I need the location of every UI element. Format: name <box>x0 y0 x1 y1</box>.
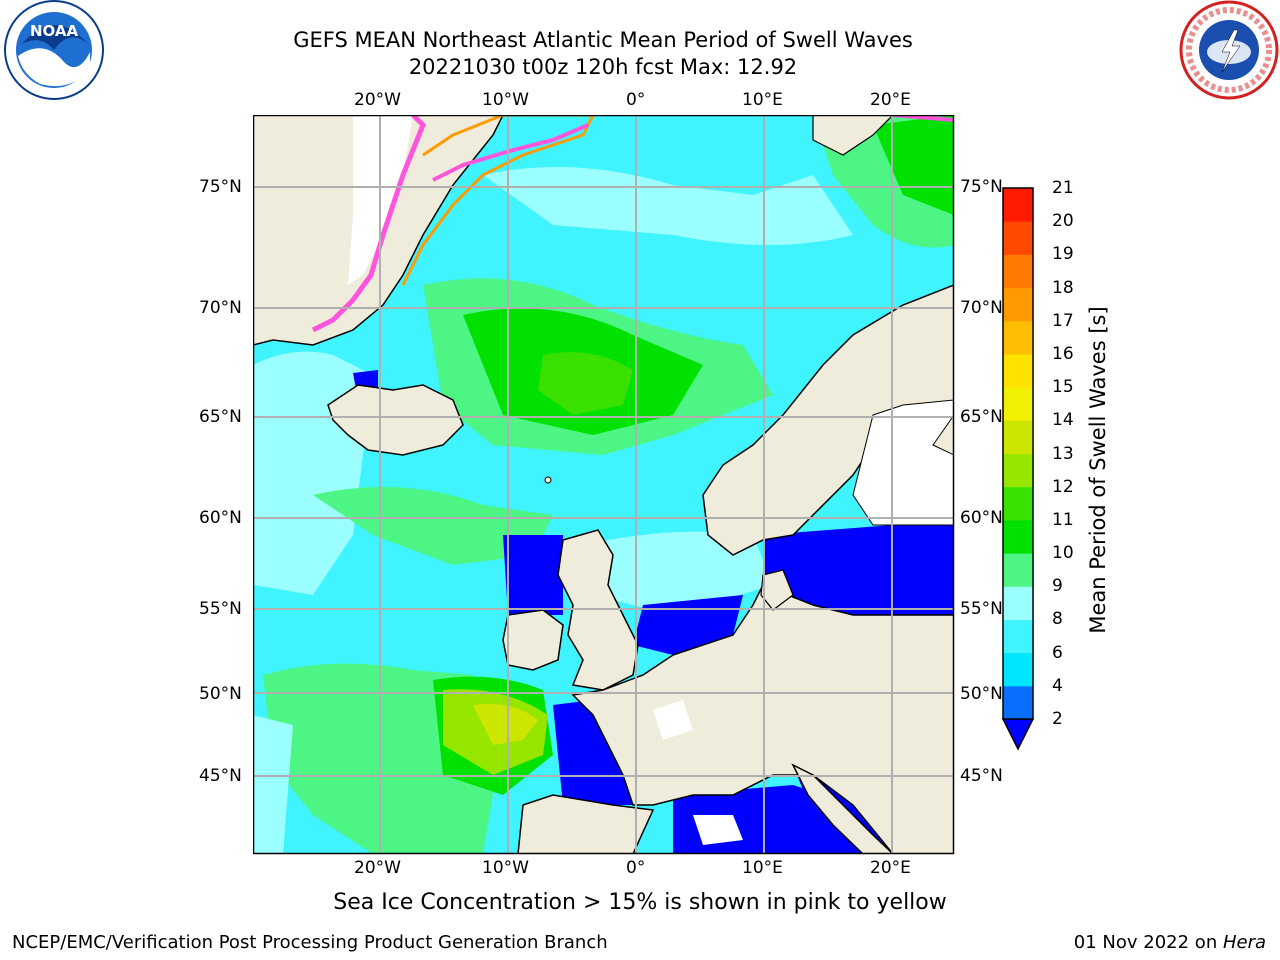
colorbar-tick-label: 20 <box>1052 211 1074 232</box>
lat-tick-left: 75°N <box>199 177 242 197</box>
lat-tick-right: 50°N <box>960 684 1003 704</box>
colorbar-tick-label: 18 <box>1052 277 1074 298</box>
field-13-14-biscay <box>473 704 538 745</box>
colorbar-label: Mean Period of Swell Waves [s] <box>1086 306 1110 634</box>
field-8-9-north-sea <box>583 531 773 615</box>
colorbar-tick-label: 12 <box>1052 476 1074 497</box>
ireland-landmass <box>502 609 564 671</box>
colorbar-segment <box>1003 486 1033 521</box>
colorbar-tick-label: 8 <box>1052 609 1063 630</box>
chart-subtitle: 20221030 t00z 120h fcst Max: 12.92 <box>408 55 798 79</box>
iceland-landmass <box>327 384 464 456</box>
colorbar-tick-label: 15 <box>1052 377 1074 398</box>
colorbar-segment <box>1003 287 1033 322</box>
faroe-islands <box>544 476 552 484</box>
gulf-of-bothnia-ice-free-mask <box>852 399 954 526</box>
lat-tick-right: 60°N <box>960 508 1003 528</box>
lon-tick-bottom: 20°W <box>354 858 401 878</box>
colorbar-segment <box>1003 652 1033 687</box>
colorbar-segment <box>1003 221 1033 255</box>
lon-tick-bottom: 10°E <box>742 858 783 878</box>
colorbar-segment <box>1003 320 1033 355</box>
colorbar-tick-label: 6 <box>1052 642 1063 663</box>
lon-tick-bottom: 10°W <box>482 858 529 878</box>
nws-logo <box>1179 0 1279 100</box>
map-gridlines <box>253 115 954 854</box>
lat-tick-left: 55°N <box>199 599 242 619</box>
field-2-4-irish-sea <box>503 535 563 615</box>
colorbar-segments <box>1001 188 1035 751</box>
finland-landmass <box>932 414 954 456</box>
colorbar-tick-label: 19 <box>1052 244 1074 265</box>
lat-tick-right: 65°N <box>960 407 1003 427</box>
lat-tick-left: 70°N <box>199 298 242 318</box>
colorbar-segment <box>1003 619 1033 654</box>
colorbar-tick-label: 4 <box>1052 675 1063 696</box>
sea-ice-edge-east-greenland <box>311 115 426 333</box>
france-inland-mask <box>653 700 693 740</box>
lon-tick-top: 10°W <box>482 90 529 110</box>
field-10-11-barents <box>873 115 954 215</box>
field-2-4-baltic <box>763 525 954 625</box>
lon-tick-top: 20°W <box>354 90 401 110</box>
colorbar-segment <box>1003 586 1033 620</box>
colorbar-extend-triangle <box>1001 718 1035 751</box>
lat-tick-left: 60°N <box>199 508 242 528</box>
lon-tick-top: 0° <box>626 90 646 110</box>
colorbar-tick-label: 13 <box>1052 443 1074 464</box>
map-frame <box>253 115 955 855</box>
colorbar-segment <box>1003 420 1033 454</box>
lat-tick-right: 55°N <box>960 599 1003 619</box>
denmark-landmass <box>760 569 794 611</box>
swell-period-map <box>253 115 955 855</box>
colorbar-segment <box>1003 519 1033 554</box>
lon-tick-bottom: 0° <box>626 858 646 878</box>
footer-branch: NCEP/EMC/Verification Post Processing Pr… <box>12 932 608 953</box>
noaa-logo: NOAA <box>4 0 104 100</box>
lat-tick-left: 65°N <box>199 407 242 427</box>
med-mask-patch <box>693 815 743 845</box>
sea-ice-caption: Sea Ice Concentration > 15% is shown in … <box>333 890 947 915</box>
field-9-10-south-iceland <box>313 487 553 565</box>
svalbard-landmass <box>812 115 894 156</box>
colorbar-segment <box>1003 188 1033 222</box>
sea-ice-edge-fram <box>401 115 595 286</box>
colorbar-frame <box>1002 187 1034 720</box>
lon-tick-top: 20°E <box>870 90 911 110</box>
colorbar-segment <box>1003 353 1033 388</box>
iberia-landmass <box>517 794 655 854</box>
noaa-logo-text: NOAA <box>30 22 79 40</box>
colorbar-segment <box>1003 553 1033 587</box>
sea-ice-edge-greenland-sea <box>432 123 589 182</box>
lat-tick-right: 45°N <box>960 766 1003 786</box>
footer-date-text: 01 Nov 2022 on <box>1073 932 1223 953</box>
italy-landmass <box>791 763 895 854</box>
lon-tick-bottom: 20°E <box>870 858 911 878</box>
colorbar-segment <box>1003 453 1033 488</box>
lat-tick-left: 45°N <box>199 766 242 786</box>
colorbar-tick-label: 2 <box>1052 709 1063 729</box>
colorbar-tick-label: 16 <box>1052 343 1074 364</box>
lon-tick-top: 10°E <box>742 90 783 110</box>
lat-tick-right: 75°N <box>960 177 1003 197</box>
footer-host: Hera <box>1222 932 1266 953</box>
field-8-9-southwest <box>253 715 293 854</box>
colorbar-tick-label: 17 <box>1052 310 1074 331</box>
colorbar-segment <box>1003 254 1033 289</box>
footer-date: 01 Nov 2022 on Hera <box>1074 932 1266 953</box>
colorbar-tick-label: 10 <box>1052 543 1074 564</box>
chart-title: GEFS MEAN Northeast Atlantic Mean Period… <box>293 28 913 52</box>
colorbar-segment <box>1003 387 1033 421</box>
colorbar-segment <box>1003 685 1033 720</box>
colorbar <box>1001 187 1035 751</box>
lat-tick-left: 50°N <box>199 684 242 704</box>
colorbar-tick-label: 9 <box>1052 576 1063 597</box>
colorbar-tick-label: 11 <box>1052 509 1074 530</box>
colorbar-tick-label: 14 <box>1052 410 1074 431</box>
colorbar-tick-label: 21 <box>1052 178 1074 198</box>
field-11-12-core <box>538 352 633 415</box>
lat-tick-right: 70°N <box>960 298 1003 318</box>
